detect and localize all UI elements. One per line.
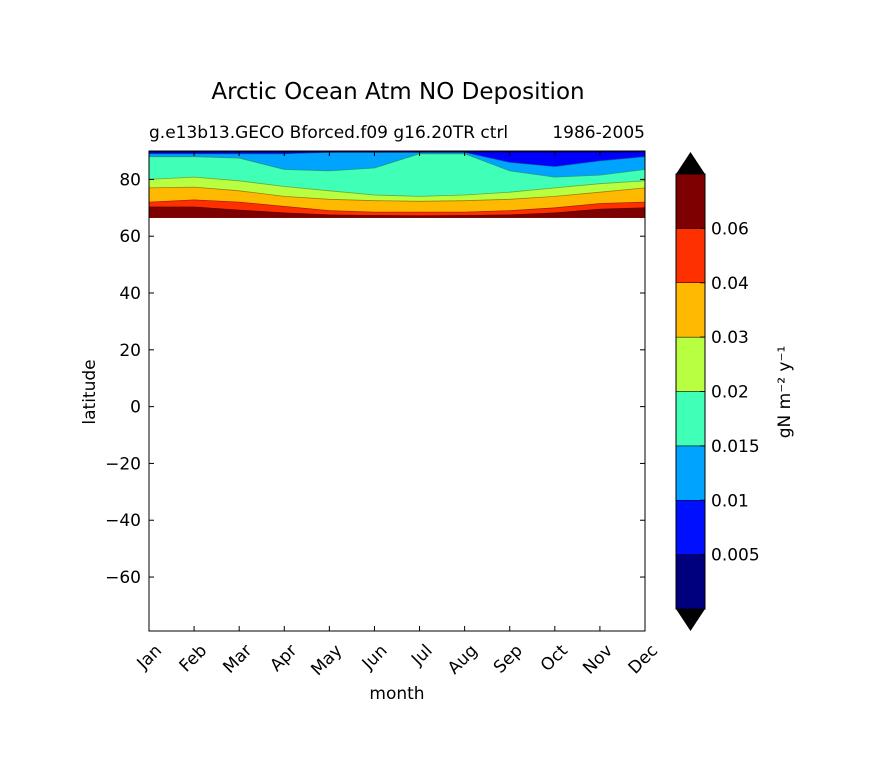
y-tick-label: −20 xyxy=(105,454,141,474)
colorbar-segment xyxy=(675,282,706,338)
colorbar-segment xyxy=(675,336,706,392)
y-tick-label: 80 xyxy=(119,170,141,190)
plot-background xyxy=(149,151,645,631)
y-axis-ticks: −60 −40 −20 0 20 40 60 80 xyxy=(105,170,645,588)
colorbar-tick-label: 0.005 xyxy=(711,546,760,566)
colorbar-tick-label: 0.03 xyxy=(711,328,749,348)
colorbar-label: gN m⁻² y⁻¹ xyxy=(775,346,795,439)
chart-title: Arctic Ocean Atm NO Deposition xyxy=(211,79,584,105)
contour-line-6 xyxy=(148,199,646,213)
chart-subtitle-left: g.e13b13.GECO Bforced.f09 g16.20TR ctrl xyxy=(149,123,508,143)
y-tick-label: 0 xyxy=(130,398,141,418)
contour-line-2 xyxy=(149,152,646,168)
y-tick-label: 40 xyxy=(119,284,141,304)
x-tick-label: Apr xyxy=(266,641,301,676)
y-tick-label: 20 xyxy=(119,341,141,361)
contour-line-3 xyxy=(149,153,646,178)
x-tick-label: Oct xyxy=(537,641,572,676)
colorbar-segment xyxy=(675,391,706,447)
colorbar-tick-label: 0.02 xyxy=(711,383,749,403)
y-tick-label: −60 xyxy=(105,568,141,588)
x-tick-label: Feb xyxy=(176,641,211,676)
y-tick-label: −40 xyxy=(105,511,141,531)
colorbar-segment xyxy=(675,445,706,501)
contour-line-7 xyxy=(149,206,646,217)
x-tick-label: May xyxy=(307,641,346,680)
colorbar-extend-min xyxy=(676,609,705,631)
x-tick-label: Jan xyxy=(133,641,166,674)
y-tick-label: 60 xyxy=(119,227,141,247)
colorbar-segment xyxy=(675,173,706,229)
colorbar-tick-label: 0.015 xyxy=(711,437,760,457)
colorbar-tick-label: 0.04 xyxy=(711,274,749,294)
x-tick-label: Nov xyxy=(579,641,617,679)
contour-line-5 xyxy=(148,186,646,202)
colorbar-tick-label: 0.06 xyxy=(711,219,749,239)
plot-area: Jan Feb Mar Apr May Jun Jul Aug Sep Oct Nov Dec −60… xyxy=(105,150,662,680)
x-tick-label: Dec xyxy=(625,641,662,678)
colorbar: 0.005 0.01 0.015 0.02 0.03 0.04 0.06 xyxy=(675,152,760,631)
x-tick-label: Aug xyxy=(444,641,482,679)
colorbar-extend-max xyxy=(676,152,705,174)
chart-subtitle-right: 1986-2005 xyxy=(552,123,645,143)
contour-lines xyxy=(148,152,646,217)
x-tick-label: Jun xyxy=(358,641,392,675)
x-axis-label: month xyxy=(369,684,424,704)
x-tick-label: Mar xyxy=(219,641,256,678)
contour-line-4 xyxy=(148,176,646,197)
colorbar-segment xyxy=(675,228,706,283)
colorbar-segment xyxy=(675,500,706,555)
x-tick-label: Jul xyxy=(407,641,436,670)
y-axis-label: latitude xyxy=(80,359,100,424)
x-tick-label: Sep xyxy=(490,641,527,678)
plot-frame xyxy=(148,150,646,632)
colorbar-tick-label: 0.01 xyxy=(711,491,749,511)
colorbar-segment xyxy=(675,554,706,610)
